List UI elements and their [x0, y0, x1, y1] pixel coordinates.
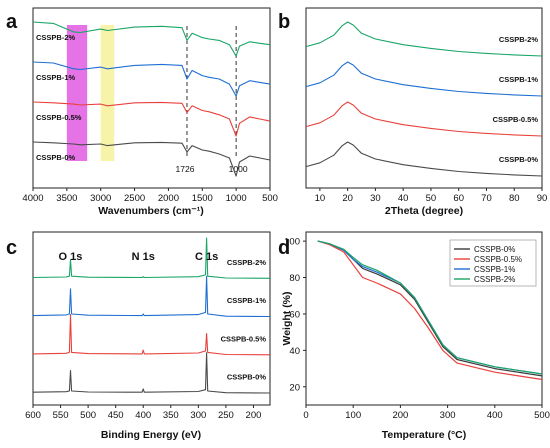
x-tick-label: 50: [426, 193, 437, 204]
x-tick-label: 450: [108, 410, 124, 421]
panel-label-b: b: [278, 11, 290, 33]
x-tick-label: 0: [303, 410, 308, 421]
series-label: CSSPB-0.5%: [493, 115, 539, 124]
panel-label-a: a: [6, 11, 18, 33]
x-tick-label: 3000: [90, 193, 111, 204]
x-tick-label: 200: [392, 410, 408, 421]
y-tick-label: 20: [289, 382, 300, 393]
panel-a: a 4000 3500 3000 2500 2000 1500 1000 500 Wavenumb…: [6, 8, 278, 217]
x-tick-label: 90: [537, 193, 548, 204]
series-label: CSSPB-1%: [227, 296, 267, 305]
panel-label-c: c: [6, 237, 17, 259]
highlight-band: [67, 25, 87, 161]
x-tick-label: 10: [315, 193, 326, 204]
x-tick-label: 1000: [226, 193, 247, 204]
series-label: CSSPB-0%: [499, 155, 539, 164]
x-axis-label: Wavenumbers (cm⁻¹): [98, 205, 204, 217]
series-label: CSSPB-0%: [227, 373, 267, 382]
x-axis-label: Temperature (°C): [382, 429, 467, 441]
x-tick-label: 40: [398, 193, 409, 204]
x-tick-label: 100: [345, 410, 361, 421]
legend: CSSPB-0%CSSPB-0.5%CSSPB-1%CSSPB-2%: [450, 240, 536, 286]
x-tick-label: 4000: [22, 193, 43, 204]
x-tick-label: 1500: [192, 193, 213, 204]
highlight-band: [101, 25, 115, 161]
series-label: CSSPB-1%: [36, 73, 76, 82]
x-tick-label: 600: [25, 410, 41, 421]
series-label: CSSPB-0.5%: [221, 334, 267, 343]
x-tick-label: 550: [53, 410, 69, 421]
reference-label: 1726: [176, 164, 195, 174]
series-label: CSSPB-0.5%: [36, 113, 82, 122]
y-axis-label: Weight (%): [281, 291, 293, 345]
x-tick-label: 2000: [158, 193, 179, 204]
peak-label: O 1s: [59, 251, 83, 263]
series-label: CSSPB-1%: [499, 75, 539, 84]
x-tick-label: 500: [262, 193, 278, 204]
x-tick-label: 300: [190, 410, 206, 421]
series-label: CSSPB-2%: [36, 33, 76, 42]
x-axis-label: Binding Energy (eV): [101, 429, 201, 441]
y-tick-label: 80: [289, 273, 300, 284]
series-label: CSSPB-2%: [227, 258, 267, 267]
x-tick-label: 30: [370, 193, 381, 204]
x-tick-label: 500: [534, 410, 550, 421]
x-tick-label: 200: [246, 410, 262, 421]
x-tick-label: 250: [218, 410, 234, 421]
x-tick-label: 80: [509, 193, 520, 204]
x-tick-label: 20: [342, 193, 353, 204]
x-tick-label: 500: [80, 410, 96, 421]
x-tick-label: 70: [481, 193, 492, 204]
x-tick-label: 400: [487, 410, 503, 421]
x-tick-label: 3500: [56, 193, 77, 204]
legend-entry: CSSPB-2%: [474, 275, 515, 284]
panel-b: b 10 20 30 40 50 60 70 80 90 2Theta (degree) CSSPB-…: [278, 8, 547, 217]
legend-entry: CSSPB-1%: [474, 265, 515, 274]
legend-entry: CSSPB-0%: [474, 245, 515, 254]
y-tick-label: 100: [284, 237, 300, 248]
legend-entry: CSSPB-0.5%: [474, 255, 522, 264]
panel-c: c 600 550 500 450 400 350 300 250 200 Binding Ener…: [6, 232, 270, 441]
peak-label: N 1s: [132, 251, 155, 263]
x-tick-label: 300: [440, 410, 456, 421]
series-label: CSSPB-2%: [499, 35, 539, 44]
x-tick-label: 400: [135, 410, 151, 421]
x-tick-label: 2500: [124, 193, 145, 204]
series-label: CSSPB-0%: [36, 153, 76, 162]
y-tick-label: 40: [289, 346, 300, 357]
peak-label: C 1s: [195, 251, 218, 263]
x-axis-label: 2Theta (degree): [385, 205, 463, 217]
x-tick-label: 60: [453, 193, 464, 204]
x-tick-label: 350: [163, 410, 179, 421]
